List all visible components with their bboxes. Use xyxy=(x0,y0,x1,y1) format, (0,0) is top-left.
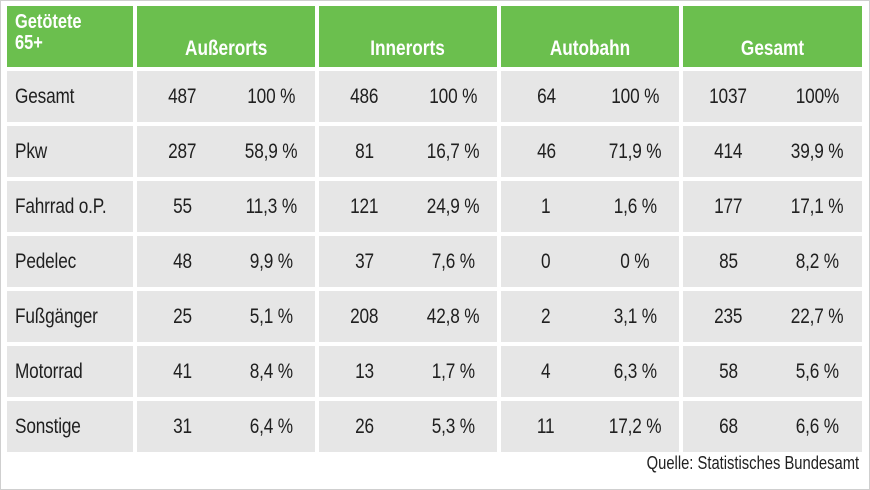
count-cell: 235 xyxy=(683,291,773,342)
percent-cell: 100% xyxy=(773,71,862,122)
count-cell: 11 xyxy=(501,401,591,452)
percent-cell: 8,4 % xyxy=(227,346,315,397)
percent-cell: 6,4 % xyxy=(227,401,315,452)
count-cell: 85 xyxy=(683,236,773,287)
percent-cell: 100 % xyxy=(227,71,315,122)
row-label: Gesamt xyxy=(7,71,133,122)
percent-cell: 58,9 % xyxy=(227,126,315,177)
count-cell: 487 xyxy=(137,71,227,122)
header-first-cell: Getötete 65+ xyxy=(7,6,133,67)
header-label-line1: Getötete xyxy=(15,11,82,33)
count-cell: 41 xyxy=(137,346,227,397)
header-ausserorts: Außerorts xyxy=(137,6,315,67)
count-cell: 287 xyxy=(137,126,227,177)
count-cell: 25 xyxy=(137,291,227,342)
count-cell: 37 xyxy=(319,236,409,287)
header-innerorts: Innerorts xyxy=(319,6,497,67)
row-label: Fahrrad o.P. xyxy=(7,181,133,232)
percent-cell: 8,2 % xyxy=(773,236,862,287)
percent-cell: 16,7 % xyxy=(409,126,497,177)
percent-cell: 42,8 % xyxy=(409,291,497,342)
percent-cell: 1,6 % xyxy=(591,181,679,232)
row-label: Sonstige xyxy=(7,401,133,452)
percent-cell: 17,2 % xyxy=(591,401,679,452)
count-cell: 177 xyxy=(683,181,773,232)
count-cell: 1037 xyxy=(683,71,773,122)
percent-cell: 3,1 % xyxy=(591,291,679,342)
count-cell: 13 xyxy=(319,346,409,397)
count-cell: 486 xyxy=(319,71,409,122)
percent-cell: 11,3 % xyxy=(227,181,315,232)
percent-cell: 1,7 % xyxy=(409,346,497,397)
count-cell: 121 xyxy=(319,181,409,232)
source-note: Quelle: Statistisches Bundesamt xyxy=(646,453,859,473)
count-cell: 1 xyxy=(501,181,591,232)
count-cell: 4 xyxy=(501,346,591,397)
percent-cell: 71,9 % xyxy=(591,126,679,177)
percent-cell: 0 % xyxy=(591,236,679,287)
percent-cell: 17,1 % xyxy=(773,181,862,232)
header-gesamt: Gesamt xyxy=(683,6,862,67)
percent-cell: 5,6 % xyxy=(773,346,862,397)
row-label: Pkw xyxy=(7,126,133,177)
count-cell: 64 xyxy=(501,71,591,122)
percent-cell: 9,9 % xyxy=(227,236,315,287)
count-cell: 2 xyxy=(501,291,591,342)
percent-cell: 24,9 % xyxy=(409,181,497,232)
header-autobahn: Autobahn xyxy=(501,6,679,67)
percent-cell: 22,7 % xyxy=(773,291,862,342)
statistics-table: Getötete 65+ Außerorts Innerorts Autobah… xyxy=(7,6,864,452)
row-label: Motorrad xyxy=(7,346,133,397)
percent-cell: 100 % xyxy=(591,71,679,122)
percent-cell: 6,6 % xyxy=(773,401,862,452)
count-cell: 26 xyxy=(319,401,409,452)
row-label: Pedelec xyxy=(7,236,133,287)
count-cell: 31 xyxy=(137,401,227,452)
percent-cell: 5,1 % xyxy=(227,291,315,342)
count-cell: 58 xyxy=(683,346,773,397)
percent-cell: 7,6 % xyxy=(409,236,497,287)
row-label: Fußgänger xyxy=(7,291,133,342)
percent-cell: 39,9 % xyxy=(773,126,862,177)
count-cell: 46 xyxy=(501,126,591,177)
count-cell: 48 xyxy=(137,236,227,287)
percent-cell: 6,3 % xyxy=(591,346,679,397)
count-cell: 55 xyxy=(137,181,227,232)
percent-cell: 5,3 % xyxy=(409,401,497,452)
count-cell: 208 xyxy=(319,291,409,342)
count-cell: 414 xyxy=(683,126,773,177)
count-cell: 0 xyxy=(501,236,591,287)
count-cell: 81 xyxy=(319,126,409,177)
count-cell: 68 xyxy=(683,401,773,452)
header-label-line2: 65+ xyxy=(15,32,43,54)
percent-cell: 100 % xyxy=(409,71,497,122)
